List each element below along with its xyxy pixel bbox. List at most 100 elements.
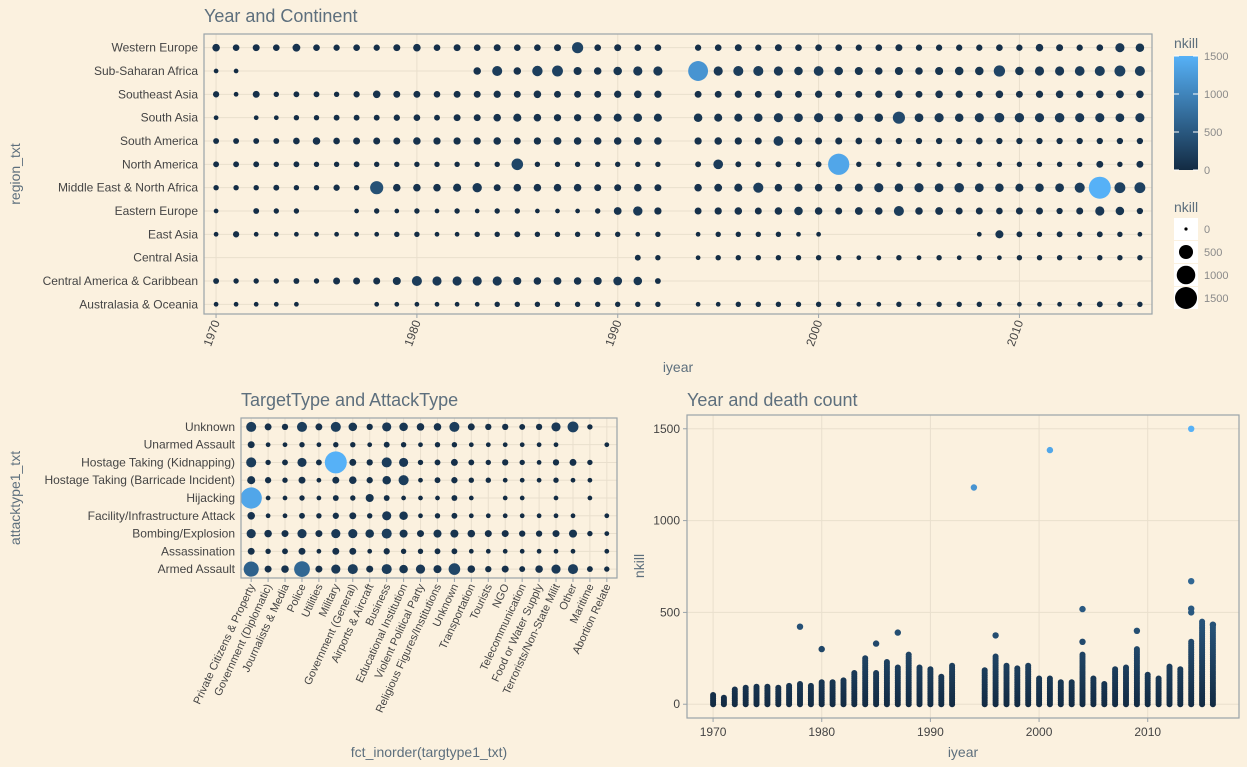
point-south-america-2015 <box>1116 137 1124 145</box>
point-southeast-asia-1974 <box>293 91 300 98</box>
point-1990-19 <box>927 666 934 673</box>
point-south-asia-2009 <box>994 112 1005 123</box>
point-north-america-2003 <box>876 161 882 167</box>
point-armed-assault-military <box>331 564 341 574</box>
point-middle-east-north-africa-1996 <box>734 183 743 192</box>
point-2000-14 <box>1036 675 1043 682</box>
point-hostage-taking-barricade-incident-journalists-media <box>282 477 288 483</box>
point-north-america-2014 <box>1096 160 1104 168</box>
point-armed-assault-ngo <box>501 565 509 573</box>
point-eastern-europe-2009 <box>996 207 1003 215</box>
point-south-america-2001 <box>835 137 843 145</box>
point-central-asia-2000 <box>815 255 822 261</box>
point-central-america-caribbean-1990 <box>613 276 623 286</box>
point-bombing-explosion-violent-political-party <box>417 530 424 538</box>
point-southeast-asia-2013 <box>1076 90 1084 98</box>
point-central-asia-1996 <box>735 255 741 261</box>
point-south-asia-1982 <box>453 114 461 122</box>
point-unarmed-assault-tourists <box>485 442 491 448</box>
point-australasia-oceania-1970 <box>213 301 219 307</box>
point-1978-11 <box>797 681 803 687</box>
point-eastern-europe-2002 <box>854 207 863 215</box>
legend-size-keys: 0 500 1000 1500 <box>1174 218 1228 309</box>
point-middle-east-north-africa-1971 <box>233 185 239 191</box>
point-eastern-europe-2001 <box>835 207 843 215</box>
point-south-america-2007 <box>956 137 963 145</box>
point-bombing-explosion-educational-institution <box>399 529 408 538</box>
point-hostage-taking-kidnapping-business <box>381 457 392 468</box>
point-eastern-europe-1997 <box>754 207 762 215</box>
point-north-america-1990 <box>615 161 621 167</box>
point-south-asia-2015 <box>1115 113 1125 123</box>
point-hijacking-ngo <box>502 495 508 501</box>
point-sub-saharan-africa-2012 <box>1055 66 1065 76</box>
point-unknown-airports-aircraft <box>366 423 373 431</box>
point-south-asia-2012 <box>1054 112 1065 123</box>
point-east-asia-1985 <box>514 231 521 238</box>
point-australasia-oceania-1987 <box>554 301 561 307</box>
point-north-america-2006 <box>936 161 942 167</box>
point-australasia-oceania-1990 <box>615 301 621 307</box>
point-southeast-asia-1972 <box>252 90 260 98</box>
point-unknown-police <box>296 421 308 432</box>
point-hostage-taking-barricade-incident-government-general <box>349 476 357 484</box>
point-eastern-europe-2015 <box>1115 206 1125 216</box>
point-eastern-europe-1978 <box>374 208 380 214</box>
point-australasia-oceania-1994 <box>695 301 701 307</box>
point-eastern-europe-1972 <box>253 208 260 214</box>
point-south-asia-1990 <box>613 113 622 122</box>
legend-color-tick-label-1000: 1000 <box>1204 89 1228 101</box>
point-north-america-1987 <box>554 161 561 167</box>
point-south-asia-2001 <box>834 113 843 122</box>
point-middle-east-north-africa-1997 <box>753 182 764 193</box>
point-middle-east-north-africa-2008 <box>974 183 984 193</box>
y-axis-title-target-attack: attacktype1_txt <box>7 451 23 545</box>
point-central-america-caribbean-1973 <box>273 278 279 284</box>
point-1970-5 <box>710 692 717 698</box>
point-eastern-europe-1988 <box>575 208 580 214</box>
point-sub-saharan-africa-1970 <box>213 68 219 74</box>
point-sub-saharan-africa-2011 <box>1034 66 1045 76</box>
point-middle-east-north-africa-1981 <box>433 183 441 192</box>
point-eastern-europe-1984 <box>494 208 500 214</box>
point-1998-20 <box>1014 665 1021 672</box>
point-south-asia-1989 <box>593 113 602 122</box>
point-east-asia-1972 <box>253 231 259 237</box>
point-southeast-asia-2016 <box>1136 90 1144 99</box>
points-year-continent <box>212 42 1146 308</box>
point-east-asia-1982 <box>454 231 460 237</box>
point-hostage-taking-kidnapping-utilities <box>315 459 322 466</box>
point-notable-2014-3 <box>1188 578 1195 585</box>
point-1989-20 <box>916 664 923 671</box>
point-1992-21 <box>949 662 956 669</box>
point-east-asia-2010 <box>1016 231 1023 238</box>
point-south-asia-1975 <box>313 115 320 121</box>
legend-size-key-dot-0 <box>1184 227 1188 231</box>
point-south-asia-1973 <box>273 115 279 121</box>
point-north-america-1970 <box>213 161 220 168</box>
point-south-america-1976 <box>333 137 340 145</box>
point-australasia-oceania-1988 <box>574 301 581 307</box>
point-south-america-1994 <box>694 137 702 145</box>
point-eastern-europe-1989 <box>595 208 601 214</box>
point-south-asia-2000 <box>814 113 824 123</box>
legend-color-tick-label-0: 0 <box>1204 165 1210 177</box>
legend-color-ticks: 0 500 1000 1500 <box>1174 51 1228 177</box>
point-1996-26 <box>992 653 999 660</box>
point-unarmed-assault-airports-aircraft <box>367 442 373 448</box>
point-western-europe-2015 <box>1115 43 1125 53</box>
point-eastern-europe-2005 <box>915 207 923 215</box>
point-middle-east-north-africa-2000 <box>814 183 823 192</box>
point-eastern-europe-2006 <box>935 207 943 215</box>
point-north-america-1979 <box>394 161 400 167</box>
legend-size-key-label-0: 0 <box>1204 224 1210 236</box>
point-facility-infrastructure-attack-ngo <box>502 513 508 519</box>
point-southeast-asia-2005 <box>915 90 923 98</box>
point-bombing-explosion-religious-figures-institutions <box>433 529 442 538</box>
point-sub-saharan-africa-2006 <box>935 66 944 76</box>
point-south-asia-2003 <box>874 113 884 122</box>
point-eastern-europe-1983 <box>474 208 480 214</box>
point-eastern-europe-1998 <box>774 207 783 215</box>
point-armed-assault-police <box>294 561 310 577</box>
point-assassination-unknown <box>451 548 458 555</box>
